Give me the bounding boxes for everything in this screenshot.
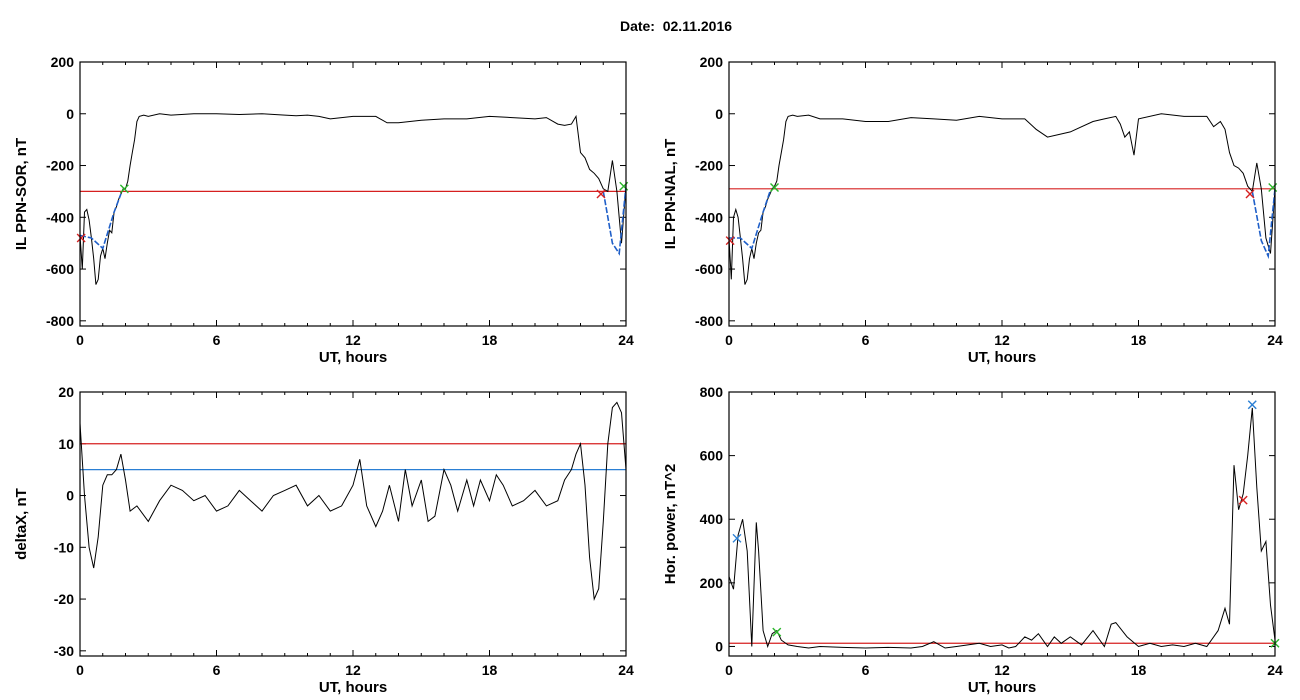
data-line xyxy=(80,401,626,602)
x-tick-label: 24 xyxy=(1267,662,1283,678)
x-tick-label: 18 xyxy=(482,662,498,678)
x-tick-label: 24 xyxy=(618,662,634,678)
marker xyxy=(76,233,86,243)
marker xyxy=(596,189,606,199)
x-tick-label: 12 xyxy=(345,662,361,678)
chart-panel-1: 0 6 12 18 24 -800 -600 -400 -200 0 200 UT, hours IL … xyxy=(13,54,634,366)
x-tick-label: 12 xyxy=(994,662,1010,678)
x-tick-label: 12 xyxy=(345,332,361,348)
marker xyxy=(732,533,742,543)
y-tick-label: -600 xyxy=(46,261,74,277)
y-axis-label: IL PPN-NAL, nT xyxy=(662,139,679,250)
y-axis-label: Hor. power, nT^2 xyxy=(662,464,679,584)
y-tick-label: -200 xyxy=(695,158,723,174)
marker xyxy=(770,183,779,193)
marker xyxy=(1245,189,1255,199)
y-tick-label: -400 xyxy=(46,209,74,225)
x-tick-label: 24 xyxy=(618,332,634,348)
chart-panel-2: 0 6 12 18 24 -800 -600 -400 -200 0 200 UT, hours IL … xyxy=(662,54,1283,366)
y-axis-label: IL PPN-SOR, nT xyxy=(13,138,30,250)
y-tick-label: 20 xyxy=(58,384,74,400)
marker-stroke xyxy=(1247,400,1257,410)
marker xyxy=(1238,495,1248,505)
y-tick-label: 0 xyxy=(66,106,74,122)
y-axis-label: deltaX, nT xyxy=(13,488,30,560)
plot-frame xyxy=(79,391,627,657)
marker xyxy=(1247,400,1257,410)
x-axis-label: UT, hours xyxy=(968,679,1036,696)
data-line xyxy=(729,407,1275,649)
marker-stroke xyxy=(732,533,742,543)
x-tick-label: 6 xyxy=(862,662,870,678)
x-axis-label: UT, hours xyxy=(319,349,387,366)
y-tick-label: -10 xyxy=(54,539,74,555)
y-tick-label: 400 xyxy=(700,511,724,527)
y-tick-label: 800 xyxy=(700,384,724,400)
highlight-segment xyxy=(602,186,626,256)
x-tick-label: 12 xyxy=(994,332,1010,348)
marker xyxy=(725,236,735,246)
y-tick-label: 10 xyxy=(58,436,74,452)
highlight-segment xyxy=(80,193,122,250)
x-axis-label: UT, hours xyxy=(319,679,387,696)
x-tick-label: 6 xyxy=(213,662,221,678)
x-tick-label: 18 xyxy=(482,332,498,348)
y-tick-label: 0 xyxy=(715,106,723,122)
marker-stroke xyxy=(770,183,779,193)
x-tick-label: 24 xyxy=(1267,332,1283,348)
x-tick-label: 0 xyxy=(725,662,733,678)
plot-frame xyxy=(79,61,627,327)
x-tick-label: 0 xyxy=(725,332,733,348)
y-tick-label: 0 xyxy=(66,488,74,504)
marker-stroke xyxy=(1245,189,1255,199)
y-tick-label: 0 xyxy=(715,638,723,654)
x-tick-label: 6 xyxy=(862,332,870,348)
marker-stroke xyxy=(119,184,129,194)
marker xyxy=(119,184,129,194)
page-title: Date: 02.11.2016 xyxy=(619,18,733,34)
data-line xyxy=(729,113,1275,285)
marker xyxy=(772,627,782,637)
y-tick-label: -20 xyxy=(54,591,74,607)
marker-stroke xyxy=(725,236,735,246)
x-tick-label: 6 xyxy=(213,332,221,348)
y-tick-label: -800 xyxy=(695,313,723,329)
marker-stroke xyxy=(76,233,86,243)
y-tick-label: -200 xyxy=(46,158,74,174)
plot-frame xyxy=(728,391,1276,657)
chart-panel-3: 0 6 12 18 24 -30 -20 -10 0 10 20 UT, hours deltaX, n… xyxy=(13,384,634,696)
y-tick-label: -400 xyxy=(695,209,723,225)
data-line xyxy=(80,113,626,285)
plot-frame xyxy=(728,61,1276,327)
y-tick-label: 200 xyxy=(51,54,75,70)
y-tick-label: 200 xyxy=(700,54,724,70)
y-tick-label: 600 xyxy=(700,448,724,464)
highlight-segment xyxy=(1251,188,1275,260)
x-tick-label: 18 xyxy=(1131,662,1147,678)
y-tick-label: -30 xyxy=(54,643,74,659)
marker-stroke xyxy=(772,627,782,637)
y-tick-label: -600 xyxy=(695,261,723,277)
y-tick-label: -800 xyxy=(46,313,74,329)
marker-stroke xyxy=(596,189,606,199)
x-tick-label: 18 xyxy=(1131,332,1147,348)
x-tick-label: 0 xyxy=(76,662,84,678)
marker-stroke xyxy=(1238,495,1248,505)
x-tick-label: 0 xyxy=(76,332,84,348)
highlight-segment xyxy=(729,191,771,250)
y-tick-label: 200 xyxy=(700,575,724,591)
chart-panel-4: 0 6 12 18 24 0 200 400 600 800 UT, hours Hor. power… xyxy=(662,384,1283,696)
x-axis-label: UT, hours xyxy=(968,349,1036,366)
